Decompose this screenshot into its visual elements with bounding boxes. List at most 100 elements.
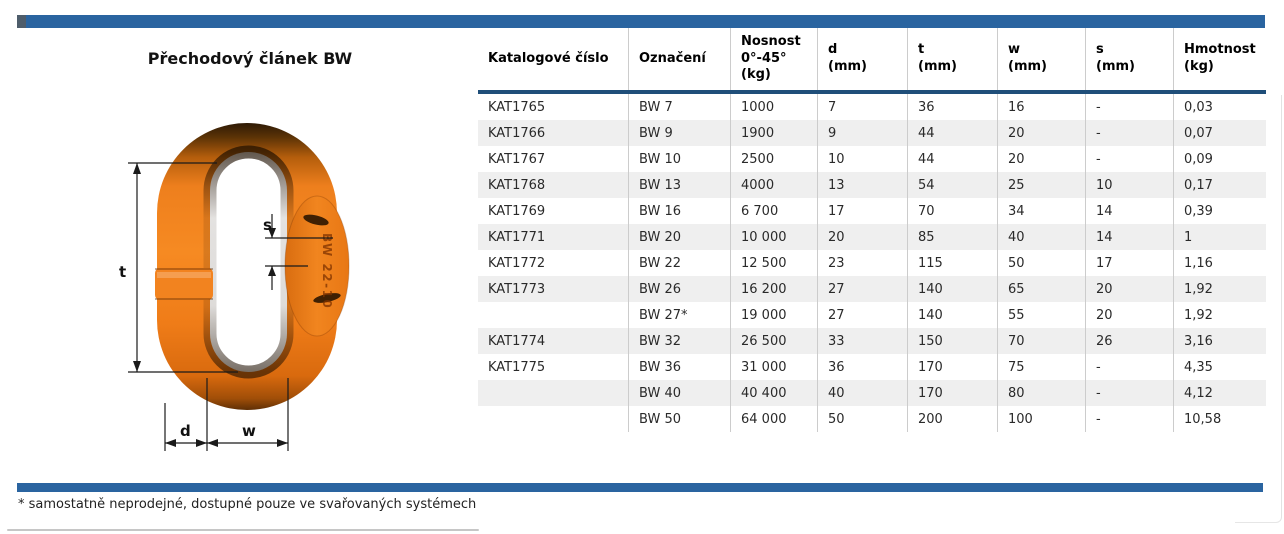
table-cell: 27 xyxy=(817,302,907,328)
link-ring: BW 22-10 xyxy=(155,123,350,410)
table-cell: 1000 xyxy=(730,94,817,120)
table-cell: 20 xyxy=(817,224,907,250)
bottom-rule xyxy=(7,529,479,531)
table-cell: 14 xyxy=(1085,224,1173,250)
table-cell: 40 400 xyxy=(730,380,817,406)
table-cell: 75 xyxy=(997,354,1085,380)
table-cell: 0,39 xyxy=(1173,198,1266,224)
bottom-divider-bar xyxy=(17,483,1263,492)
arrowhead xyxy=(196,439,207,447)
dimension-t xyxy=(128,162,238,373)
table-cell: - xyxy=(1085,120,1173,146)
column-header: Hmotnost (kg) xyxy=(1173,28,1266,90)
table-cell: 3,16 xyxy=(1173,328,1266,354)
table-cell: 4,12 xyxy=(1173,380,1266,406)
table-cell: BW 13 xyxy=(628,172,730,198)
table-cell: 70 xyxy=(907,198,997,224)
table-cell: KAT1769 xyxy=(488,203,546,219)
table-cell: - xyxy=(1085,380,1173,406)
table-body: KAT1765 BW 7 1000 7 36 16-0,03 KAT1766 BW 9 1900… xyxy=(478,94,1266,432)
page-title: Přechodový článek BW xyxy=(147,49,353,68)
table-cell: 200 xyxy=(907,406,997,432)
footnote: * samostatně neprodejné, dostupné pouze … xyxy=(18,497,477,512)
table-cell: 44 xyxy=(907,120,997,146)
table-cell: 10 000 xyxy=(730,224,817,250)
table-cell: 36 xyxy=(907,94,997,120)
table-cell: KAT1775 xyxy=(488,359,546,375)
table-cell: 6 700 xyxy=(730,198,817,224)
table-cell: BW 36 xyxy=(628,354,730,380)
table-cell: 0,03 xyxy=(1173,94,1266,120)
table-cell: KAT1772 xyxy=(488,255,546,271)
weld-band-shape xyxy=(155,268,213,300)
table-cell: 70 xyxy=(997,328,1085,354)
table-cell: 26 xyxy=(1085,328,1173,354)
arrowhead xyxy=(268,266,276,276)
table-cell: 31 000 xyxy=(730,354,817,380)
table-cell: 40 xyxy=(997,224,1085,250)
table-cell: BW 22 xyxy=(628,250,730,276)
page-edge-border xyxy=(1235,95,1282,523)
dimension-label-t: t xyxy=(119,263,126,281)
column-header: Katalogové číslo xyxy=(488,50,609,66)
arrowhead xyxy=(268,228,276,238)
table-cell: 44 xyxy=(907,146,997,172)
arrowhead xyxy=(207,439,218,447)
table-cell: BW 50 xyxy=(628,406,730,432)
table-cell: KAT1774 xyxy=(478,328,628,354)
table-cell: 2500 xyxy=(730,146,817,172)
table-cell: - xyxy=(1085,406,1173,432)
spec-table: Katalogové číslo Označení Nosnost 0°-45° (kg… xyxy=(478,28,1266,432)
table-cell: KAT1766 xyxy=(478,120,628,146)
table-cell: KAT1771 xyxy=(478,224,628,250)
table-cell: 80 xyxy=(997,380,1085,406)
table-cell: 10 xyxy=(817,146,907,172)
table-cell: KAT1768 xyxy=(478,172,628,198)
table-cell: BW 20 xyxy=(628,224,730,250)
table-cell: 10 xyxy=(1085,172,1173,198)
table-cell: 150 xyxy=(907,328,997,354)
table-cell: 55 xyxy=(997,302,1085,328)
column-header: Nosnost 0°-45° (kg) xyxy=(730,28,817,90)
table-cell: 10,58 xyxy=(1173,406,1266,432)
table-cell: 25 xyxy=(997,172,1085,198)
table-cell: 14 xyxy=(1085,198,1173,224)
top-divider-bar-cap xyxy=(17,15,26,28)
table-cell: 17 xyxy=(1085,250,1173,276)
table-cell: 0,07 xyxy=(1173,120,1266,146)
table-cell: 16 xyxy=(997,94,1085,120)
table-cell: - xyxy=(1085,354,1173,380)
table-cell: 9 xyxy=(817,120,907,146)
table-cell: 23 xyxy=(817,250,907,276)
table-cell: 4000 xyxy=(730,172,817,198)
table-cell: 26 500 xyxy=(730,328,817,354)
table-cell: 115 xyxy=(907,250,997,276)
embossed-marking-text: BW 22-10 xyxy=(320,233,334,309)
table-cell: 1,92 xyxy=(1173,276,1266,302)
table-cell: 1900 xyxy=(730,120,817,146)
table-cell: 20 xyxy=(997,146,1085,172)
table-cell: 1,92 xyxy=(1173,302,1266,328)
master-link-drawing: BW 22-10 t s xyxy=(119,123,350,451)
table-cell: BW 26 xyxy=(628,276,730,302)
table-cell: 170 xyxy=(907,354,997,380)
table-cell: - xyxy=(1085,146,1173,172)
table-cell: 100 xyxy=(997,406,1085,432)
table-cell: 12 500 xyxy=(730,250,817,276)
embossed-boss-shape: BW 22-10 xyxy=(284,195,350,337)
table-cell: 20 xyxy=(997,120,1085,146)
table-cell: 36 xyxy=(817,354,907,380)
table-cell: 7 xyxy=(817,94,907,120)
top-divider-bar xyxy=(17,15,1265,28)
table-cell: KAT1767 xyxy=(488,151,546,167)
dimension-label-d: d xyxy=(180,422,191,440)
table-cell xyxy=(478,302,628,328)
dimension-label-s: s xyxy=(263,216,272,234)
table-cell: 85 xyxy=(907,224,997,250)
table-cell: 13 xyxy=(817,172,907,198)
table-cell: BW 10 xyxy=(628,146,730,172)
table-cell: 54 xyxy=(907,172,997,198)
table-cell: 64 000 xyxy=(730,406,817,432)
table-cell: 50 xyxy=(817,406,907,432)
